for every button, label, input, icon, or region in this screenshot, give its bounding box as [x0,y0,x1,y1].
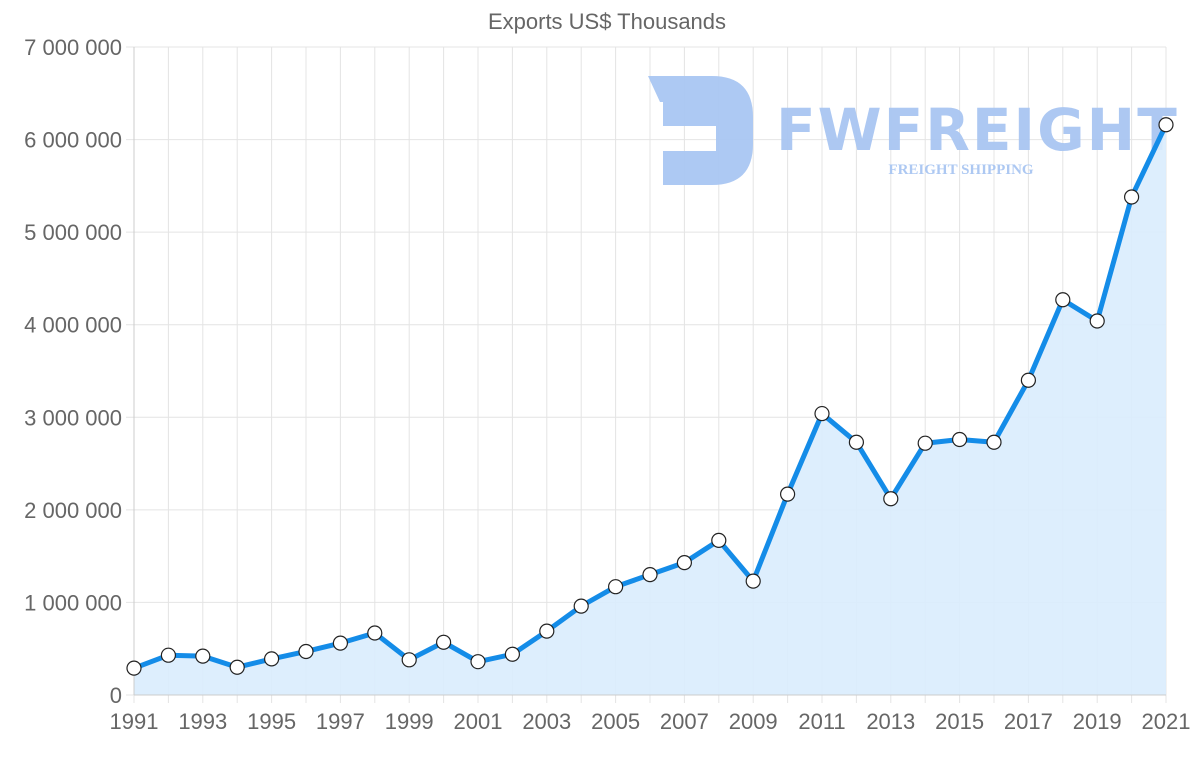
data-point-marker[interactable] [779,486,796,502]
x-tick-label: 2013 [866,709,915,734]
y-gridlines [126,46,1166,696]
y-tick-label: 7 000 000 [24,35,122,60]
data-point-marker[interactable] [883,491,899,507]
y-tick-label: 3 000 000 [24,405,122,430]
data-point-marker[interactable] [1123,189,1140,205]
data-point-marker[interactable] [229,659,245,675]
data-point-marker[interactable] [1089,313,1105,329]
x-axis-ticks: 1991 1993 1995 1997 1999 2001 2003 2005 2007 2009… [110,709,1191,734]
x-tick-label: 1999 [385,709,434,734]
data-point-marker[interactable] [195,648,211,664]
area-fill [134,124,1166,695]
x-tick-label: 2005 [591,709,640,734]
data-markers [126,117,1174,676]
x-tick-label: 1993 [178,709,227,734]
data-point-marker[interactable] [401,652,417,668]
y-tick-label: 1 000 000 [24,590,122,615]
data-point-marker[interactable] [917,435,933,451]
x-tick-label: 1995 [247,709,296,734]
x-tick-label: 1991 [110,709,159,734]
data-point-marker[interactable] [470,654,486,670]
x-tick-label: 2003 [522,709,571,734]
y-tick-label: 5 000 000 [24,220,122,245]
data-point-marker[interactable] [1158,117,1174,133]
y-axis-ticks: 0 1 000 000 2 000 000 3 000 000 4 000 000 5 0… [24,35,122,708]
y-tick-label: 0 [110,683,122,708]
data-point-marker[interactable] [951,431,968,448]
data-point-marker[interactable] [986,434,1002,450]
data-point-marker[interactable] [264,651,280,667]
x-tick-label: 2021 [1142,709,1191,734]
data-point-marker[interactable] [436,634,452,650]
x-tick-label: 1997 [316,709,365,734]
data-point-marker[interactable] [504,646,521,662]
x-tick-label: 2009 [729,709,778,734]
data-point-marker[interactable] [642,567,658,583]
x-tick-label: 2001 [454,709,503,734]
axes [133,47,1166,696]
data-point-marker[interactable] [607,579,624,595]
data-point-marker[interactable] [126,660,142,676]
data-point-marker[interactable] [539,623,555,639]
x-tick-label: 2011 [798,709,845,734]
y-tick-label: 6 000 000 [24,128,122,153]
watermark-brand: FWFREIGHT [776,96,1179,164]
data-point-marker[interactable] [745,573,761,589]
watermark-tagline: FREIGHT SHIPPING [888,162,1033,178]
data-point-marker[interactable] [573,598,589,614]
y-tick-label: 2 000 000 [24,498,122,523]
x-tick-label: 2019 [1073,709,1122,734]
data-point-marker[interactable] [814,405,830,422]
data-point-marker[interactable] [711,532,727,549]
data-point-marker[interactable] [160,647,176,663]
data-point-marker[interactable] [1020,372,1037,388]
data-point-marker[interactable] [676,555,693,571]
data-point-marker[interactable] [367,625,383,641]
data-point-marker[interactable] [332,635,348,651]
watermark: FWFREIGHT FREIGHT SHIPPING [648,76,1179,185]
chart-title: Exports US$ Thousands [488,9,726,34]
fwfreight-logo-icon [648,76,753,185]
data-point-marker[interactable] [1055,292,1071,308]
x-tick-label: 2015 [935,709,984,734]
y-tick-label: 4 000 000 [24,313,122,338]
x-tick-label: 2007 [660,709,709,734]
data-point-marker[interactable] [298,643,314,660]
x-tick-label: 2017 [1004,709,1053,734]
data-point-marker[interactable] [848,434,865,450]
